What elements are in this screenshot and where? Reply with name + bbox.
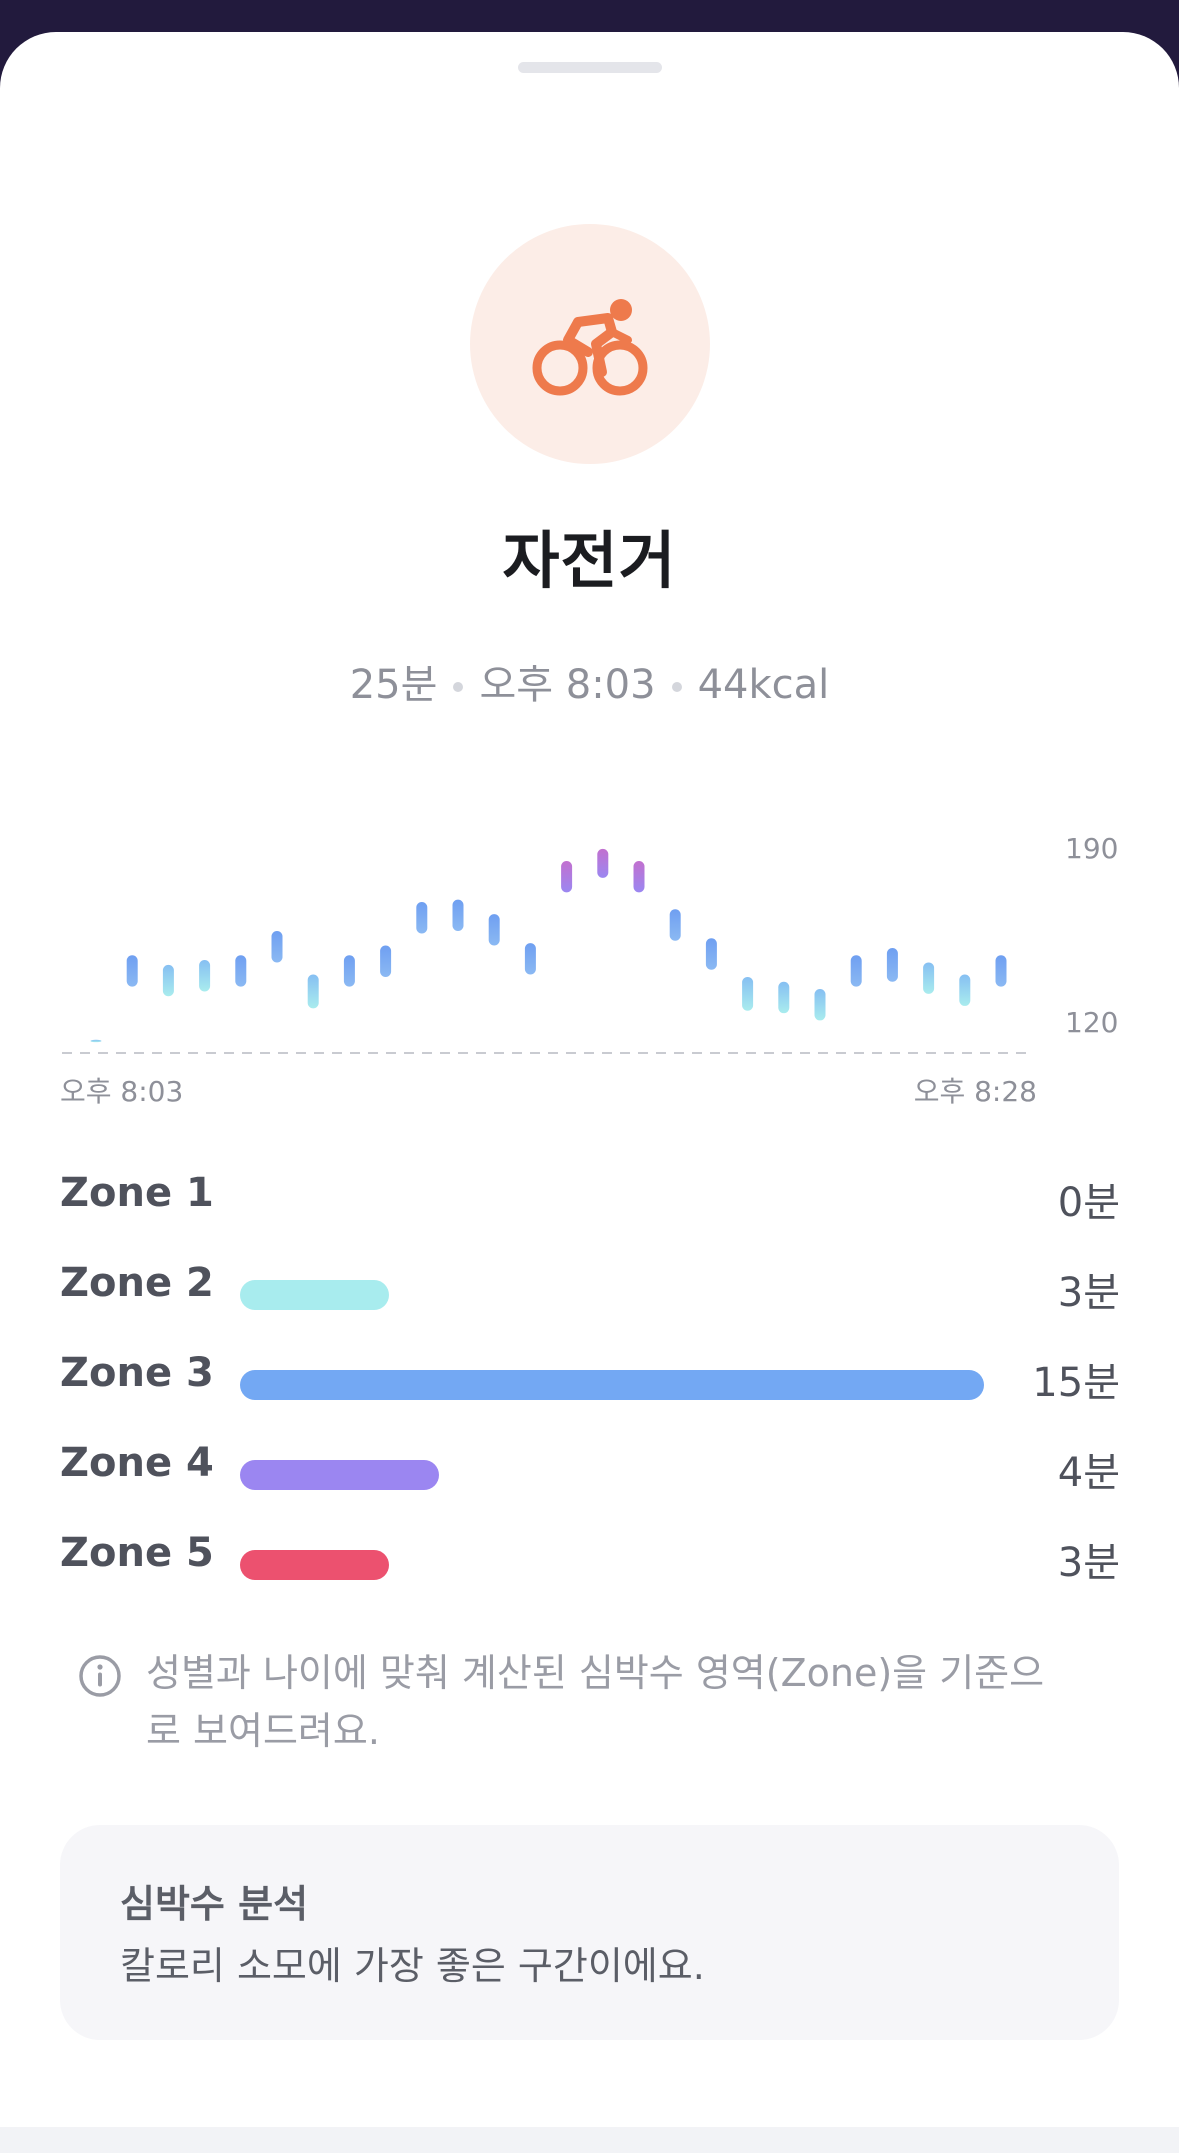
heart-rate-bar: [669, 909, 681, 941]
heart-rate-bar: [597, 848, 609, 878]
separator-dot: [671, 682, 682, 692]
zone-row: Zone 3 15분: [60, 1342, 1120, 1432]
y-tick-label: 190: [1065, 832, 1119, 865]
zone-name: Zone 3: [60, 1350, 214, 1396]
info-text-line: 성별과 나이에 맞춰 계산된 심박수 영역(Zone)을 기준으: [146, 1651, 1045, 1695]
heart-rate-bar: [524, 943, 536, 975]
heart-rate-bar: [778, 981, 790, 1014]
info-text-line: 로 보여드려요.: [146, 1709, 380, 1753]
drag-handle[interactable]: [518, 62, 662, 73]
zone-row: Zone 1 0분: [60, 1162, 1120, 1252]
heart-rate-chart: 190 120 오후 8:03 오후 8:28: [0, 802, 1179, 1122]
heart-rate-bar: [850, 955, 862, 987]
heart-rate-bar: [959, 974, 971, 1006]
heart-rate-bar: [271, 931, 283, 963]
heart-rate-bar: [343, 955, 355, 987]
heart-rate-bar: [90, 1039, 102, 1043]
workout-start-time: 오후 8:03: [479, 662, 656, 708]
zone-duration: 0분: [1057, 1180, 1120, 1226]
zone-name: Zone 1: [60, 1170, 214, 1216]
heart-rate-bar: [886, 947, 898, 982]
zone-bar: [240, 1370, 984, 1400]
cycling-icon: [532, 299, 648, 396]
heart-rate-zones: Zone 1 0분 Zone 2 3분 Zone 3 15분 Zone 4 4분…: [60, 1162, 1120, 1612]
zone-row: Zone 2 3분: [60, 1252, 1120, 1342]
heart-rate-bar: [416, 902, 428, 934]
info-text: 성별과 나이에 맞춰 계산된 심박수 영역(Zone)을 기준으 로 보여드려요…: [146, 1644, 1146, 1760]
x-end-label: 오후 8:28: [913, 1075, 1037, 1108]
heart-rate-bar: [705, 938, 717, 970]
workout-title: 자전거: [502, 524, 677, 597]
heart-rate-chart-svg: [62, 848, 1032, 1054]
info-icon: [79, 1655, 121, 1697]
separator-dot: [453, 682, 464, 692]
workout-detail-sheet: 자전거 25분 오후 8:03 44kcal 19: [0, 32, 1179, 2127]
workout-icon-badge: [470, 224, 710, 464]
x-start-label: 오후 8:03: [60, 1075, 184, 1108]
heart-rate-bar: [923, 962, 935, 994]
y-tick-label: 120: [1065, 1006, 1119, 1039]
heart-rate-bar: [126, 955, 138, 987]
heart-rate-bar: [488, 914, 500, 946]
bottom-edge: [0, 2127, 1179, 2153]
workout-duration: 25분: [349, 662, 438, 708]
zone-name: Zone 4: [60, 1440, 214, 1486]
zone-row: Zone 5 3분: [60, 1522, 1120, 1612]
workout-calories: 44kcal: [697, 662, 830, 708]
zone-name: Zone 5: [60, 1530, 214, 1576]
zone-duration: 3분: [1057, 1270, 1120, 1316]
analysis-title: 심박수 분석: [120, 1882, 309, 1926]
heart-rate-bar: [235, 955, 247, 987]
zone-duration: 3분: [1057, 1540, 1120, 1586]
heart-rate-bar: [633, 860, 645, 893]
heart-rate-bar: [561, 860, 573, 893]
heart-rate-bar: [814, 989, 826, 1021]
zone-bar: [240, 1460, 439, 1490]
heart-rate-bar: [380, 945, 392, 977]
zone-name: Zone 2: [60, 1260, 214, 1306]
heart-rate-bar: [162, 964, 174, 997]
heart-rate-bar: [742, 976, 754, 1011]
workout-summary: 25분 오후 8:03 44kcal: [0, 652, 1179, 710]
zone-duration: 15분: [1032, 1360, 1120, 1406]
zone-bar: [240, 1550, 389, 1580]
zone-duration: 4분: [1057, 1450, 1120, 1496]
heart-rate-bar: [199, 960, 211, 992]
heart-rate-bar: [995, 955, 1007, 987]
heart-rate-bar: [307, 974, 319, 1009]
zone-row: Zone 4 4분: [60, 1432, 1120, 1522]
analysis-text: 칼로리 소모에 가장 좋은 구간이에요.: [120, 1944, 705, 1988]
zone-bar: [240, 1280, 389, 1310]
heart-rate-bar: [452, 899, 464, 932]
heart-rate-analysis-card: 심박수 분석 칼로리 소모에 가장 좋은 구간이에요.: [60, 1825, 1119, 2040]
